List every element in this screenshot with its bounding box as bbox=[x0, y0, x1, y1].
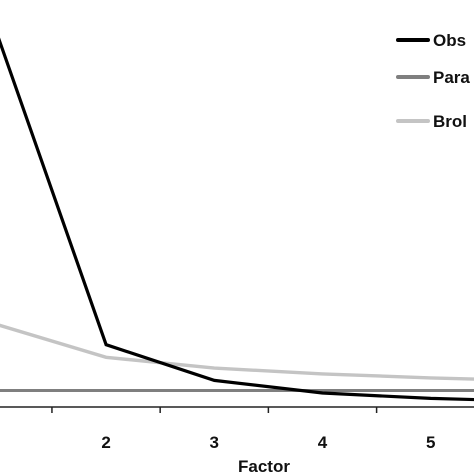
series-line-obs bbox=[0, 37, 474, 402]
legend: Obs Para Brol bbox=[396, 31, 470, 131]
x-tick-label: 4 bbox=[318, 433, 328, 452]
legend-label-brol: Brol bbox=[433, 112, 467, 131]
x-tick-layer: 2 3 4 5 bbox=[51, 407, 435, 452]
legend-label-para: Para bbox=[433, 68, 470, 87]
x-tick-label: 3 bbox=[210, 433, 219, 452]
x-tick-label: 2 bbox=[101, 433, 110, 452]
x-axis-title: Factor bbox=[238, 457, 290, 474]
legend-label-obs: Obs bbox=[433, 31, 466, 50]
series-line-brol bbox=[0, 323, 474, 381]
x-tick-label: 5 bbox=[426, 433, 435, 452]
series-layer bbox=[0, 37, 474, 402]
